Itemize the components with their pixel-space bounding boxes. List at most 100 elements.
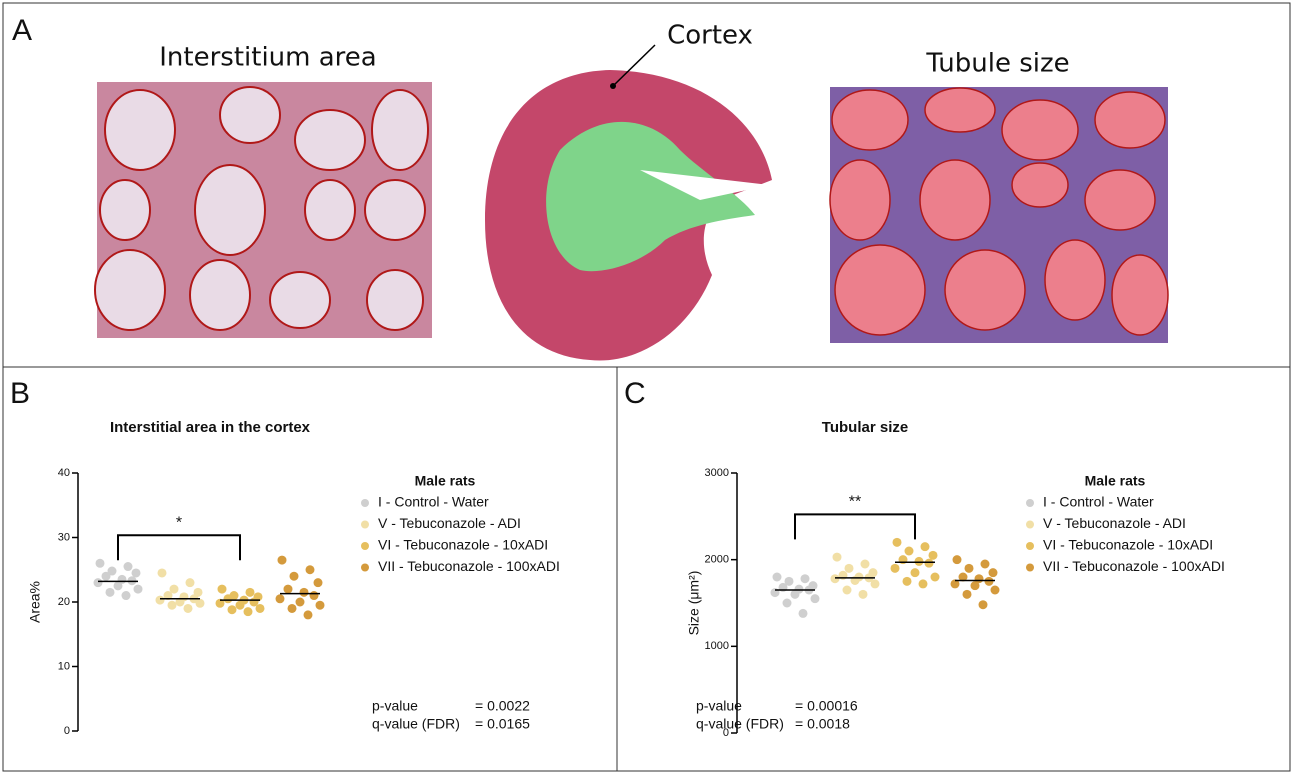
data-point bbox=[305, 565, 315, 575]
data-point bbox=[890, 563, 900, 573]
data-point bbox=[163, 591, 173, 601]
significance-label: ** bbox=[849, 494, 861, 511]
chart-title: Tubular size bbox=[822, 419, 908, 436]
data-point bbox=[303, 610, 313, 620]
legend-marker bbox=[361, 563, 369, 572]
legend-marker bbox=[1026, 542, 1034, 550]
stat-label: q-value (FDR) bbox=[696, 716, 784, 732]
data-point bbox=[914, 556, 924, 566]
y-tick-label: 40 bbox=[58, 467, 70, 479]
data-point bbox=[113, 581, 123, 591]
data-point bbox=[277, 555, 287, 565]
legend-marker bbox=[1026, 499, 1034, 507]
data-point bbox=[918, 579, 928, 589]
significance-bracket bbox=[794, 513, 916, 540]
data-point bbox=[988, 568, 998, 578]
panel-label: C bbox=[624, 377, 646, 410]
data-point bbox=[299, 587, 309, 597]
stat-value: = 0.0018 bbox=[795, 716, 850, 732]
data-point bbox=[962, 589, 972, 599]
data-point bbox=[107, 566, 117, 576]
data-point bbox=[978, 600, 988, 610]
data-point bbox=[842, 585, 852, 595]
legend-label: VI - Tebuconazole - 10xADI bbox=[378, 537, 548, 553]
data-point bbox=[227, 605, 237, 615]
data-point bbox=[133, 584, 143, 594]
legend-label: I - Control - Water bbox=[378, 494, 489, 510]
image-title: Interstitium area bbox=[159, 43, 376, 73]
data-point bbox=[782, 598, 792, 608]
data-point bbox=[800, 574, 810, 584]
data-point bbox=[798, 608, 808, 618]
data-point bbox=[990, 585, 1000, 595]
panel-label: B bbox=[10, 377, 30, 410]
data-point bbox=[958, 572, 968, 582]
data-point bbox=[910, 568, 920, 578]
image-label: Cortex bbox=[667, 21, 753, 51]
legend-label: V - Tebuconazole - ADI bbox=[1043, 515, 1186, 531]
data-point bbox=[121, 591, 131, 601]
data-point bbox=[215, 598, 225, 608]
data-point bbox=[810, 594, 820, 604]
y-tick-label: 1000 bbox=[705, 640, 729, 652]
legend-marker bbox=[1026, 520, 1034, 529]
legend-label: VII - Tebuconazole - 100xADI bbox=[378, 558, 560, 574]
legend-label: VII - Tebuconazole - 100xADI bbox=[1043, 558, 1225, 574]
data-point bbox=[772, 572, 782, 582]
y-tick-label: 30 bbox=[58, 531, 70, 543]
data-point bbox=[870, 579, 880, 589]
data-point bbox=[315, 600, 325, 610]
y-tick-label: 2000 bbox=[705, 554, 729, 566]
data-point bbox=[858, 589, 868, 599]
y-axis-label: Area% bbox=[27, 581, 43, 623]
data-point bbox=[123, 562, 133, 572]
stat-value: = 0.0165 bbox=[475, 716, 530, 732]
significance-bracket bbox=[117, 534, 241, 561]
data-point bbox=[860, 559, 870, 569]
legend-marker bbox=[361, 542, 369, 550]
data-point bbox=[313, 578, 323, 588]
data-point bbox=[155, 595, 165, 605]
stat-label: p-value bbox=[696, 698, 742, 714]
y-tick-label: 0 bbox=[723, 727, 729, 739]
data-point bbox=[970, 581, 980, 591]
pointer-dot bbox=[610, 83, 616, 89]
legend-label: VI - Tebuconazole - 10xADI bbox=[1043, 537, 1213, 553]
data-point bbox=[243, 607, 253, 617]
data-point bbox=[245, 587, 255, 597]
y-tick-label: 0 bbox=[64, 725, 70, 737]
data-point bbox=[223, 594, 233, 604]
data-point bbox=[131, 568, 141, 578]
data-point bbox=[105, 587, 115, 597]
data-point bbox=[195, 598, 205, 608]
stat-value: = 0.0022 bbox=[475, 698, 530, 714]
data-point bbox=[920, 542, 930, 552]
data-point bbox=[287, 603, 297, 613]
kidney-section bbox=[485, 70, 772, 361]
stat-label: p-value bbox=[372, 698, 418, 714]
data-point bbox=[844, 563, 854, 573]
data-point bbox=[167, 600, 177, 610]
data-point bbox=[784, 576, 794, 586]
data-point bbox=[892, 537, 902, 547]
legend-title: Male rats bbox=[1085, 473, 1146, 489]
data-point bbox=[185, 578, 195, 588]
legend-title: Male rats bbox=[415, 473, 476, 489]
panel-label: A bbox=[12, 14, 32, 47]
micrograph-right bbox=[829, 87, 1169, 343]
data-point bbox=[289, 571, 299, 581]
data-point bbox=[930, 572, 940, 582]
data-point bbox=[980, 559, 990, 569]
data-point bbox=[255, 603, 265, 613]
y-tick-label: 10 bbox=[58, 660, 70, 672]
significance-label: * bbox=[176, 515, 182, 532]
y-tick-label: 20 bbox=[58, 596, 70, 608]
data-point bbox=[101, 571, 111, 581]
legend-label: V - Tebuconazole - ADI bbox=[378, 515, 521, 531]
legend-marker bbox=[361, 499, 369, 507]
data-point bbox=[830, 574, 840, 584]
data-point bbox=[295, 597, 305, 607]
data-point bbox=[217, 584, 227, 594]
